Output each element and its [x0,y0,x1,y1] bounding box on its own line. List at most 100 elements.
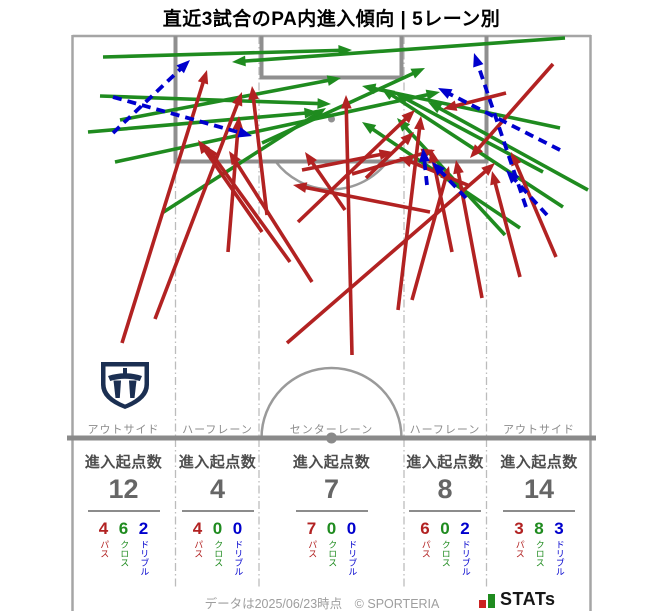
pass-arrowhead [248,86,259,101]
cross-arrowhead [362,122,377,135]
stats-header: 進入起点数 [292,454,371,471]
dribble-stat: 0 ドリブル [232,519,244,576]
dribble-stat: 2 ドリブル [138,519,150,576]
pass-arrow [351,150,428,176]
lane-label-outside-right: アウトサイド [503,424,575,436]
total-count: 8 [437,474,453,504]
pass-arrowhead [293,182,308,193]
pass-arrow [474,62,555,153]
pass-arrow [251,94,269,216]
cross-arrowhead [311,108,326,120]
pass-arrow [410,173,449,301]
cross-stat: 8 クロス [534,519,545,567]
stats-header: 進入起点数 [500,454,578,471]
pass-arrow [492,179,522,278]
page-title: 直近3試合のPA内進入傾向 | 5レーン別 [162,9,501,30]
pass-stat: 7 パス [306,519,318,558]
pass-arrowhead [197,70,209,85]
stats-col-outside-right: 進入起点数 14 3 パス 8 クロス 3 ドリブル [487,451,591,576]
cross-arrow [434,104,589,192]
bar-chart-icon [488,594,495,608]
cross-arrowhead [410,68,425,79]
pass-arrowhead [399,157,414,168]
pass-arrow [301,184,431,214]
pass-stat: 6 パス [420,519,431,558]
dribble-stat: 2 ドリブル [460,519,471,576]
cross-arrowhead [428,102,443,114]
pass-arrowhead [490,171,501,186]
stats-col-half-left: 進入起点数 4 4 パス 0 クロス 0 ドリブル [176,451,259,576]
cross-stat: 0 クロス [440,519,451,567]
pass-arrowhead [400,132,414,146]
cross-arrowhead [397,118,411,132]
stats-brand-logo: STATs [479,589,556,608]
pass-arrow [120,77,207,344]
dribble-stat: 0 ドリブル [346,519,358,576]
pass-arrowhead [232,116,244,130]
dribble-arrow [422,156,429,186]
cross-arrowhead [317,98,331,109]
total-count: 4 [209,474,226,504]
pass-arrow [296,114,410,224]
cross-arrowhead [425,89,440,101]
pass-arrow [153,99,241,320]
dribble-arrowhead [237,127,252,138]
lane-label-half-left: ハーフレーン [182,424,253,436]
cross-arrow [87,110,310,134]
pass-arrowhead [198,140,211,155]
pass-stat: 3 パス [514,519,525,558]
pass-arrowhead [401,110,415,124]
dribble-arrow [444,90,561,152]
dribble-stat: 3 ドリブル [554,519,565,576]
lane-label-half-right: ハーフレーン [409,424,481,436]
pass-arrowhead [414,116,425,131]
divider-rule [181,510,254,512]
pass-arrowhead [232,92,243,107]
team-logo-icon [101,362,149,409]
dribble-arrowhead [432,162,446,176]
cross-arrow [401,95,544,174]
dribble-arrow [475,60,528,208]
cross-stat: 0 クロス [212,519,224,567]
pass-arrow [344,103,354,356]
pass-arrow [232,157,314,283]
center-circle [260,366,403,439]
divider-rule [503,510,575,512]
dribble-arrowhead [506,170,520,184]
stats-header: 進入起点数 [406,454,484,471]
divider-rule [295,510,368,512]
pass-arrow [226,124,241,253]
pass-arrow [364,136,409,180]
lane-label-center: センターレーン [289,424,374,436]
dribble-arrow [111,64,185,135]
cross-arrowhead [232,55,246,67]
pass-arrowhead [453,160,464,175]
stats-header: 進入起点数 [84,454,163,471]
pass-stat: 4 パス [98,519,110,558]
brand-wordmark: STATs [500,589,556,609]
entry-arrows [87,36,589,356]
cross-arrow [99,94,323,106]
divider-rule [409,510,481,512]
dribble-arrow [436,167,468,200]
pass-arrowhead [305,152,318,167]
pass-arrow [451,91,507,109]
cross-arrow [102,48,344,59]
dribble-arrowhead [473,53,484,68]
pass-arrow [455,168,484,299]
total-count: 14 [523,474,555,504]
data-source-note: データは2025/06/23時点 © SPORTERIA [204,597,440,611]
pass-arrow [308,158,347,212]
pass-arrowhead [511,152,522,167]
pass-arrowhead [443,100,458,111]
pass-arrowhead [481,163,495,176]
cross-arrowhead [326,75,341,86]
pass-arrowhead [470,144,483,158]
cross-arrowhead [304,107,318,119]
dribble-arrowhead [438,88,453,99]
total-count: 7 [323,474,340,504]
center-spot [326,432,337,444]
pass-arrowhead [440,166,451,181]
cross-stat: 0 クロス [326,519,338,567]
